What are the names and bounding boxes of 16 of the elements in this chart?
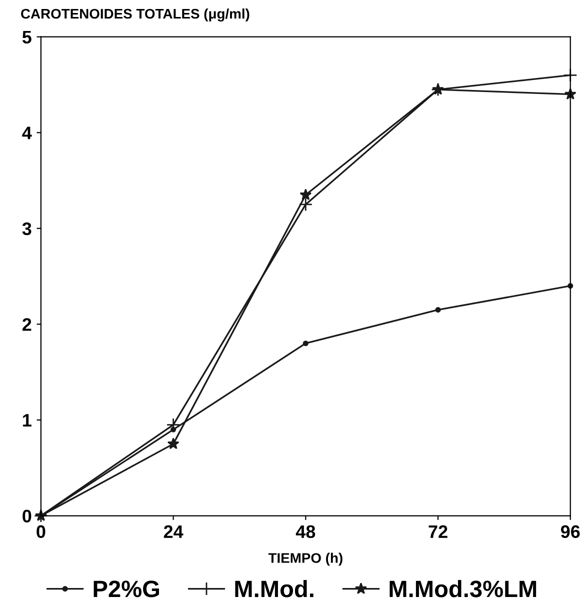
y-axis-title: CAROTENOIDES TOTALES (μg/ml) xyxy=(21,8,250,22)
y-tick-label: 1 xyxy=(23,414,32,427)
x-tick-label: 0 xyxy=(36,525,46,538)
legend-label: M.Mod.3%LM xyxy=(390,580,536,598)
x-tick-label: 72 xyxy=(428,525,448,538)
legend-label: M.Mod. xyxy=(235,580,314,598)
y-tick-label: 5 xyxy=(22,30,32,44)
x-tick-label: 48 xyxy=(296,525,316,538)
y-tick-label: 4 xyxy=(22,126,32,140)
x-tick-label: 96 xyxy=(560,525,580,538)
x-tick-label: 24 xyxy=(164,525,184,538)
legend-label: P2%G xyxy=(94,580,159,598)
y-tick-label: 2 xyxy=(22,318,32,331)
y-tick-label: 3 xyxy=(22,222,32,236)
y-tick-label: 0 xyxy=(22,510,32,522)
x-axis-title: TIEMPO (h) xyxy=(268,552,342,566)
